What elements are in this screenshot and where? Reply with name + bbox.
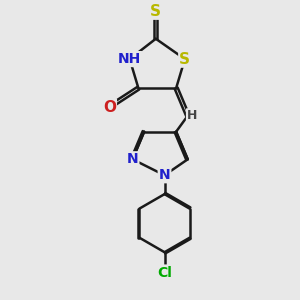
Text: H: H: [187, 109, 197, 122]
Text: NH: NH: [118, 52, 141, 66]
Text: O: O: [103, 100, 116, 115]
Text: S: S: [179, 52, 190, 67]
Text: Cl: Cl: [157, 266, 172, 280]
Text: N: N: [127, 152, 138, 166]
Text: S: S: [150, 4, 161, 19]
Text: N: N: [159, 168, 170, 182]
